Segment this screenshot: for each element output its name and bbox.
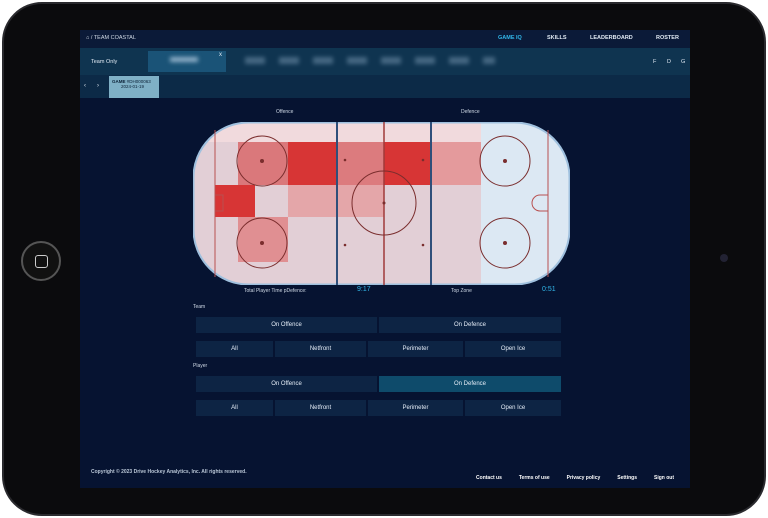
heat-cell xyxy=(288,142,337,185)
team-mode[interactable]: On Offence xyxy=(196,317,377,333)
prev[interactable]: ‹ xyxy=(84,83,86,89)
defence-label: Defence xyxy=(461,109,480,115)
game-id: #DH000063 xyxy=(126,79,151,84)
game-tab[interactable]: GAME #DH000063 2024-01-19 xyxy=(109,76,159,98)
game-bar: ‹ › GAME #DH000063 2024-01-19 xyxy=(80,75,690,98)
player-mode[interactable]: On Offence xyxy=(196,376,377,392)
rink xyxy=(193,122,570,285)
team-zone[interactable]: Perimeter xyxy=(368,341,463,357)
team-zone[interactable]: Open Ice xyxy=(465,341,561,357)
top-bar: ⌂ / TEAM COASTAL GAME IQ SKILLS LEADERBO… xyxy=(80,30,690,48)
heat-cell xyxy=(431,142,481,185)
filter[interactable]: Team Only xyxy=(91,59,118,65)
tab[interactable]: D xyxy=(667,59,671,65)
heat-cell xyxy=(337,142,384,185)
tab[interactable]: G xyxy=(681,59,686,65)
team-zone[interactable]: All xyxy=(196,341,273,357)
tab[interactable]: F xyxy=(653,59,657,65)
footer-link[interactable]: Privacy policy xyxy=(566,475,601,481)
footer-link[interactable]: Terms of use xyxy=(518,475,550,481)
total-value: 9:17 xyxy=(357,286,371,293)
blurred-players xyxy=(245,57,495,64)
offence-label: Offence xyxy=(276,109,294,115)
next[interactable]: › xyxy=(97,83,99,89)
heat-cell xyxy=(238,217,288,262)
player-mode[interactable]: On Defence xyxy=(379,376,561,392)
top-value: 0:51 xyxy=(542,286,556,293)
team-label: Team xyxy=(193,304,206,310)
heat-cell xyxy=(215,185,255,217)
copyright: Copyright © 2023 Drive Hockey Analytics,… xyxy=(91,469,247,475)
footer-link[interactable]: Sign out xyxy=(654,475,674,481)
app-screen: ⌂ / TEAM COASTAL GAME IQ SKILLS LEADERBO… xyxy=(80,30,690,488)
game-label: GAME xyxy=(112,79,126,84)
nav-item[interactable]: ROSTER xyxy=(656,35,679,41)
player-zone[interactable]: Open Ice xyxy=(465,400,561,416)
camera xyxy=(720,254,728,262)
footer-links: Contact us Terms of use Privacy policy S… xyxy=(459,475,674,481)
brand-text: / TEAM COASTAL xyxy=(90,35,136,41)
faceoff-dots xyxy=(260,158,507,247)
player-zone[interactable]: Netfront xyxy=(275,400,366,416)
player-zone[interactable]: Perimeter xyxy=(368,400,463,416)
home-button xyxy=(21,241,61,281)
player-zone[interactable]: All xyxy=(196,400,273,416)
heat-cell xyxy=(384,142,431,185)
game-date: 2024-01-19 xyxy=(121,84,145,89)
team-mode[interactable]: On Defence xyxy=(379,317,561,333)
brand[interactable]: ⌂ / TEAM COASTAL xyxy=(86,35,136,41)
selected-player[interactable] xyxy=(148,51,226,72)
top-label: Top Zone xyxy=(451,288,472,294)
footer-link[interactable]: Contact us xyxy=(476,475,502,481)
nav-item[interactable]: SKILLS xyxy=(547,35,567,41)
nav-item[interactable]: GAME IQ xyxy=(498,35,522,41)
close[interactable]: x xyxy=(219,52,222,58)
nav-item[interactable]: LEADERBOARD xyxy=(590,35,633,41)
total-label: Total Player Time pDefence: xyxy=(244,288,307,294)
footer-link[interactable]: Settings xyxy=(617,475,637,481)
player-bar: Team Only x F D G xyxy=(80,48,690,75)
team-zone[interactable]: Netfront xyxy=(275,341,366,357)
player-label: Player xyxy=(193,363,208,369)
heat-cell xyxy=(238,142,288,185)
